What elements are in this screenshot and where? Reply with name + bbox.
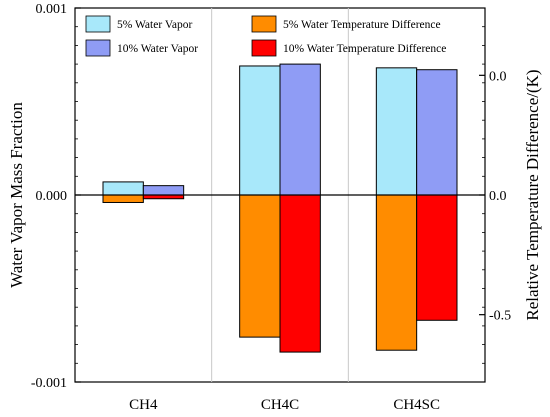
bar-10-water-temperature-difference-ch4sc [416, 194, 458, 321]
bar-5-water-temperature-difference-ch4c [239, 194, 281, 338]
bar-10-water-vapor-ch4sc [416, 69, 458, 196]
legend-label: 5% Water Vapor [117, 19, 192, 31]
left-tick-label: 0.001 [36, 2, 68, 17]
right-tick-label: 0.0 [489, 189, 507, 204]
legend-label: 10% Water Temperature Difference [283, 43, 446, 55]
legend-swatch [85, 15, 111, 33]
right-tick-label: 0.0 [489, 69, 507, 84]
category-label-ch4c: CH4C [261, 397, 299, 413]
legend-swatch [251, 15, 277, 33]
category-label-ch4sc: CH4SC [393, 397, 440, 413]
left-tick-label: -0.001 [31, 376, 67, 391]
bar-10-water-temperature-difference-ch4c [279, 194, 321, 353]
right-tick-label: -0.5 [489, 309, 511, 324]
left-tick-label: 0.000 [36, 189, 68, 204]
bar-5-water-vapor-ch4 [102, 181, 144, 196]
legend-label: 10% Water Vapor [117, 43, 198, 55]
legend-swatch [85, 39, 111, 57]
bar-5-water-vapor-ch4c [239, 65, 281, 196]
y2-axis-title: Relative Temperature Difference/(K) [523, 69, 542, 320]
bar-5-water-vapor-ch4sc [375, 67, 418, 196]
bar-10-water-vapor-ch4c [279, 63, 321, 196]
legend-label: 5% Water Temperature Difference [283, 19, 441, 31]
category-label-ch4: CH4 [129, 397, 158, 413]
legend-swatch [251, 39, 277, 57]
y-axis-title: Water Vapor Mass Fraction [7, 102, 26, 288]
bar-10-water-vapor-ch4 [142, 185, 185, 196]
bar-5-water-temperature-difference-ch4 [102, 194, 144, 203]
bar-5-water-temperature-difference-ch4sc [375, 194, 418, 351]
